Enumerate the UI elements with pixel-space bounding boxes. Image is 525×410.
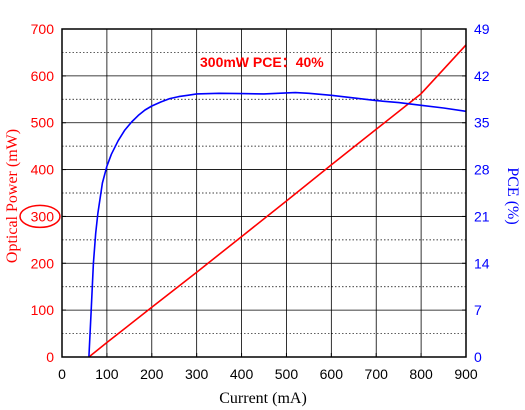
x-tick-label: 600: [320, 366, 344, 382]
y-left-tick-label: 200: [31, 255, 55, 271]
y-left-tick-label: 300: [31, 208, 55, 224]
y-left-tick-label: 700: [31, 21, 55, 37]
grid: [62, 29, 466, 357]
y-left-tick-label: 500: [31, 115, 55, 131]
x-tick-label: 400: [230, 366, 254, 382]
x-tick-label: 200: [140, 366, 164, 382]
x-tick-label: 900: [454, 366, 478, 382]
y-left-tick-label: 600: [31, 68, 55, 84]
x-axis-label: Current (mA): [219, 390, 307, 407]
y-left-tick-label: 400: [31, 162, 55, 178]
y-right-tick-label: 28: [474, 162, 490, 178]
x-tick-label: 300: [185, 366, 209, 382]
y-right-tick-label: 35: [474, 115, 490, 131]
ticks: 0 100 200 300 400 500 600 700 0 7 14 21 28 35 42 49 0 100…: [31, 21, 490, 382]
y-right-tick-label: 49: [474, 21, 490, 37]
series-line-pce: [88, 91, 467, 358]
y-right-tick-label: 0: [474, 349, 482, 365]
y-axis-right-label: PCE (%): [504, 167, 521, 224]
plot-frame: [61, 28, 467, 358]
y-right-tick-label: 21: [474, 208, 490, 224]
annotation-pce: 300mW PCE：40%: [200, 54, 324, 70]
y-right-tick-label: 14: [474, 255, 490, 271]
y-axis-left-label: Optical Power (mW): [4, 129, 21, 263]
x-tick-label: 700: [365, 366, 389, 382]
y-left-tick-label: 100: [31, 302, 55, 318]
highlight-300-ellipse: [19, 204, 61, 229]
x-tick-label: 100: [95, 366, 119, 382]
x-tick-label: 800: [409, 366, 433, 382]
x-tick-label: 0: [58, 366, 66, 382]
series-layer: [88, 44, 467, 358]
x-tick-label: 500: [275, 366, 299, 382]
y-left-tick-label: 0: [46, 349, 54, 365]
y-right-tick-label: 42: [474, 68, 490, 84]
series-line-power: [88, 44, 467, 358]
y-right-tick-label: 7: [474, 302, 482, 318]
